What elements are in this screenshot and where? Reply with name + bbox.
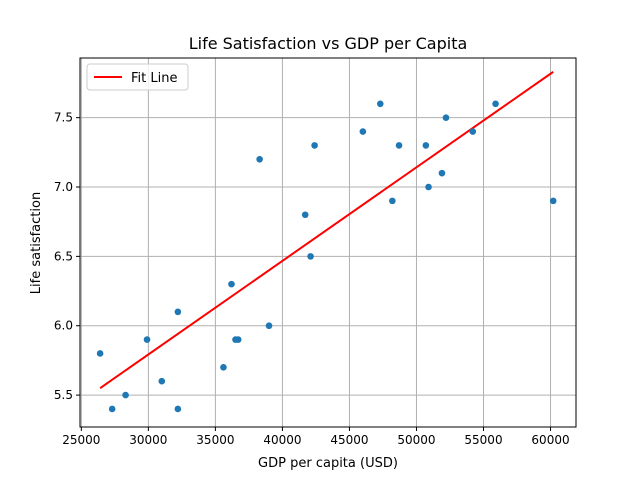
y-tick-label: 6.0 xyxy=(54,319,73,333)
data-point xyxy=(549,197,557,205)
data-point xyxy=(359,128,367,135)
x-tick-label: 45000 xyxy=(330,433,368,447)
y-tick-label: 7.5 xyxy=(54,111,73,125)
x-tick-label: 40000 xyxy=(263,433,301,447)
data-point xyxy=(108,405,116,413)
x-tick-label: 25000 xyxy=(62,433,100,447)
fit-line xyxy=(99,71,554,389)
data-point xyxy=(376,100,384,108)
y-tick-label: 5.5 xyxy=(54,388,73,402)
y-tick-label: 7.0 xyxy=(54,180,73,194)
x-tick-label: 35000 xyxy=(196,433,234,447)
y-axis-label: Life satisfaction xyxy=(29,192,44,294)
data-point xyxy=(228,280,235,288)
data-point xyxy=(307,253,314,260)
x-tick-label: 30000 xyxy=(129,433,167,447)
y-tick-label: 6.5 xyxy=(54,249,73,263)
data-point xyxy=(220,364,227,371)
chart-title: Life Satisfaction vs GDP per Capita xyxy=(189,34,468,53)
x-axis-label: GDP per capita (USD) xyxy=(258,456,398,471)
data-point xyxy=(425,183,432,191)
ticks-layer: 25000 30000 35000 40000 45000 50000 55000 60000… xyxy=(54,111,570,447)
data-point xyxy=(96,350,104,357)
grid-layer xyxy=(80,58,576,427)
data-point xyxy=(438,169,446,177)
x-tick-label: 50000 xyxy=(397,433,435,447)
fit-layer xyxy=(99,71,554,389)
data-point xyxy=(122,391,129,399)
data-point xyxy=(395,142,403,149)
data-point xyxy=(234,336,242,343)
data-point xyxy=(469,128,477,135)
data-point xyxy=(492,100,499,108)
data-point xyxy=(174,405,182,413)
data-point xyxy=(256,155,263,163)
data-point xyxy=(301,211,309,219)
legend-fit-line-label: Fit Line xyxy=(131,71,177,86)
data-point xyxy=(265,322,273,330)
data-point xyxy=(174,308,182,316)
plot-frame xyxy=(79,57,577,428)
legend: Fit Line xyxy=(86,63,189,91)
x-tick-label: 60000 xyxy=(531,433,569,447)
data-point xyxy=(143,336,151,343)
data-point xyxy=(158,377,166,385)
data-point xyxy=(389,197,396,205)
x-tick-label: 55000 xyxy=(464,433,502,447)
points-layer xyxy=(96,100,557,413)
legend-box xyxy=(86,63,189,91)
data-point xyxy=(311,142,318,149)
data-point xyxy=(422,142,430,149)
data-point xyxy=(442,114,450,121)
